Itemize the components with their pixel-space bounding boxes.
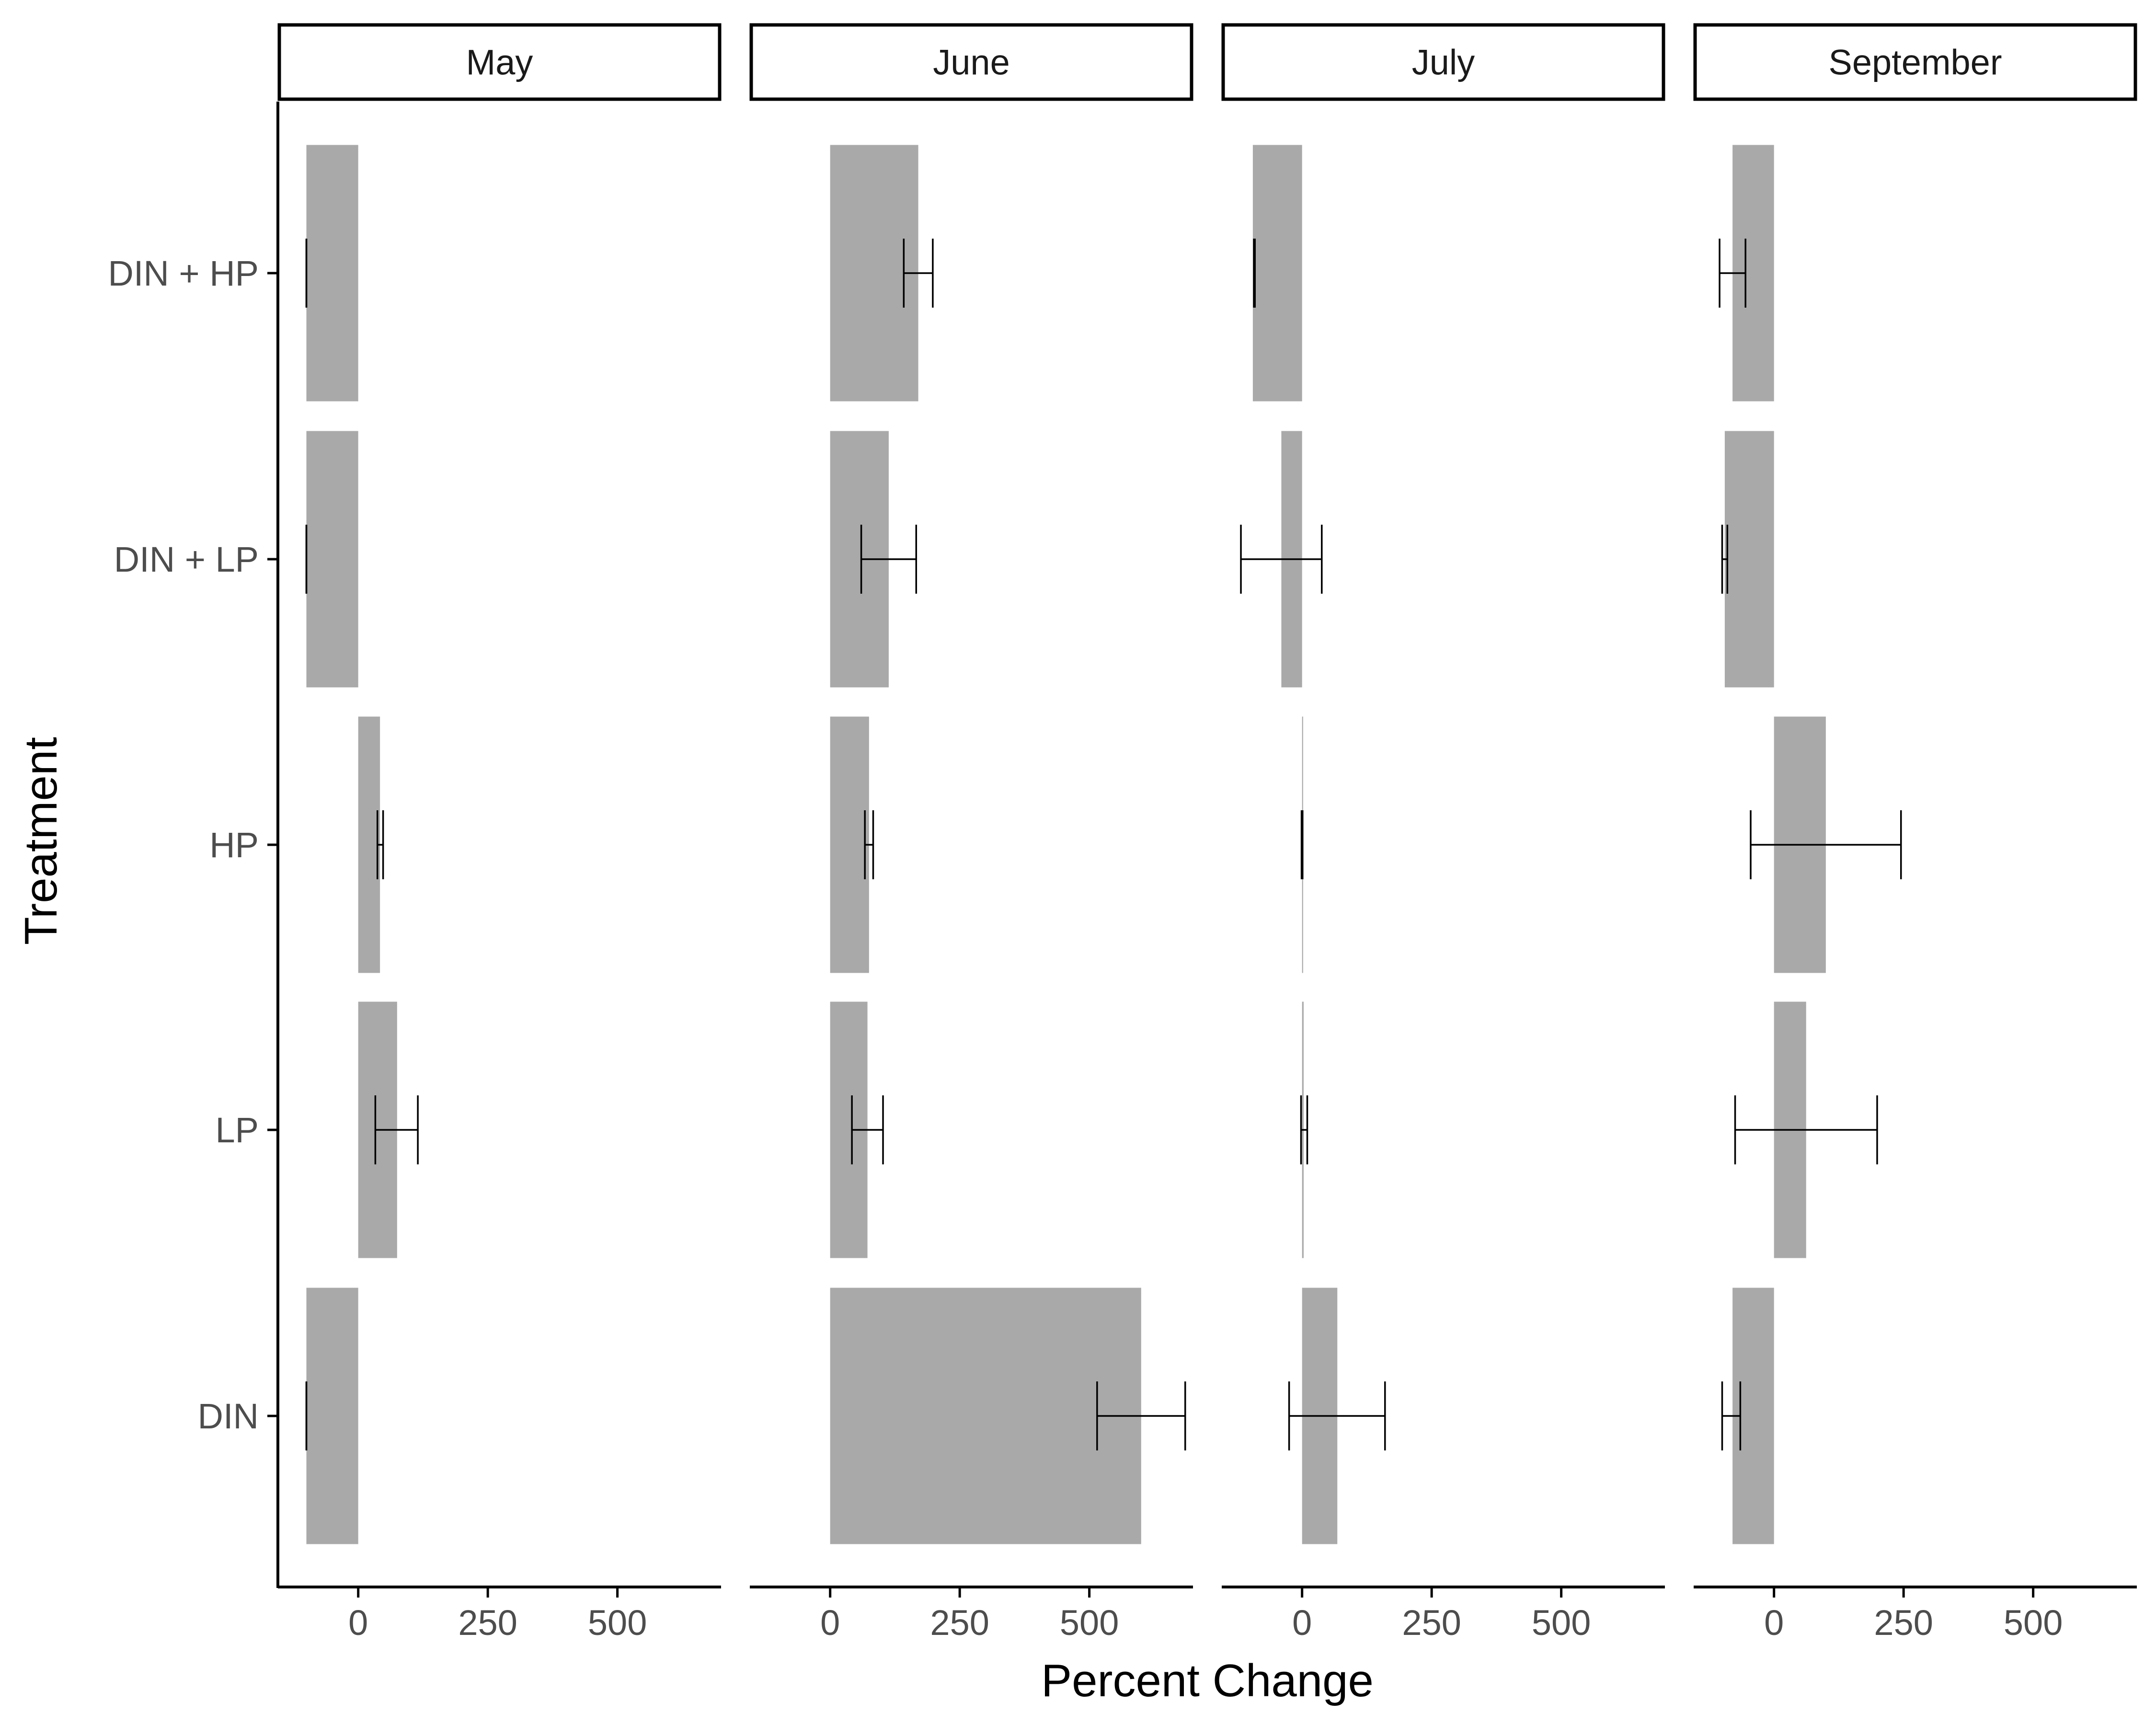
x-tick-label: 500 bbox=[588, 1603, 647, 1643]
facet-strip-label: September bbox=[1829, 43, 2002, 82]
x-tick-label: 250 bbox=[930, 1603, 989, 1643]
facet-panel-july: July 0 250 500 bbox=[1221, 23, 1665, 1643]
y-tick-label: HP bbox=[209, 825, 259, 865]
bar bbox=[1252, 145, 1302, 402]
y-axis-title: Treatment bbox=[15, 737, 67, 945]
facet-strip bbox=[749, 23, 1193, 101]
y-tick-label: LP bbox=[215, 1110, 259, 1150]
x-tick-label: 0 bbox=[820, 1603, 840, 1643]
bar bbox=[1724, 431, 1774, 688]
x-tick-label: 500 bbox=[2004, 1603, 2063, 1643]
x-tick-label: 0 bbox=[1292, 1603, 1312, 1643]
x-tick-label: 250 bbox=[1874, 1603, 1933, 1643]
facet-strip-label: July bbox=[1412, 43, 1475, 82]
bar bbox=[306, 1288, 358, 1544]
x-tick-label: 500 bbox=[1532, 1603, 1591, 1643]
facet-strip-label: May bbox=[466, 43, 533, 82]
x-tick-label: 0 bbox=[1764, 1603, 1784, 1643]
x-tick-label: 250 bbox=[458, 1603, 517, 1643]
facet-panel-june: June 0 250 500 bbox=[749, 23, 1193, 1643]
facet-strip bbox=[1221, 23, 1665, 101]
facet-strip bbox=[1693, 23, 2137, 101]
facet-strip-label: June bbox=[933, 43, 1009, 82]
x-tick-label: 500 bbox=[1060, 1603, 1119, 1643]
facet-strip bbox=[277, 23, 722, 101]
bar bbox=[830, 1288, 1141, 1544]
x-axis-title: Percent Change bbox=[1041, 1655, 1374, 1706]
facet-panel-may: May 0 250 500 bbox=[277, 23, 722, 1643]
y-tick-label: DIN + HP bbox=[108, 253, 259, 293]
facet-panel-september: September 0 250 500 bbox=[1693, 23, 2137, 1643]
bar bbox=[830, 716, 869, 973]
bar bbox=[306, 431, 358, 688]
bar bbox=[306, 145, 358, 402]
bar bbox=[358, 716, 380, 973]
y-tick-label: DIN bbox=[198, 1396, 259, 1436]
x-tick-label: 250 bbox=[1402, 1603, 1461, 1643]
x-tick-label: 0 bbox=[348, 1603, 368, 1643]
y-tick-label: DIN + LP bbox=[114, 540, 259, 579]
